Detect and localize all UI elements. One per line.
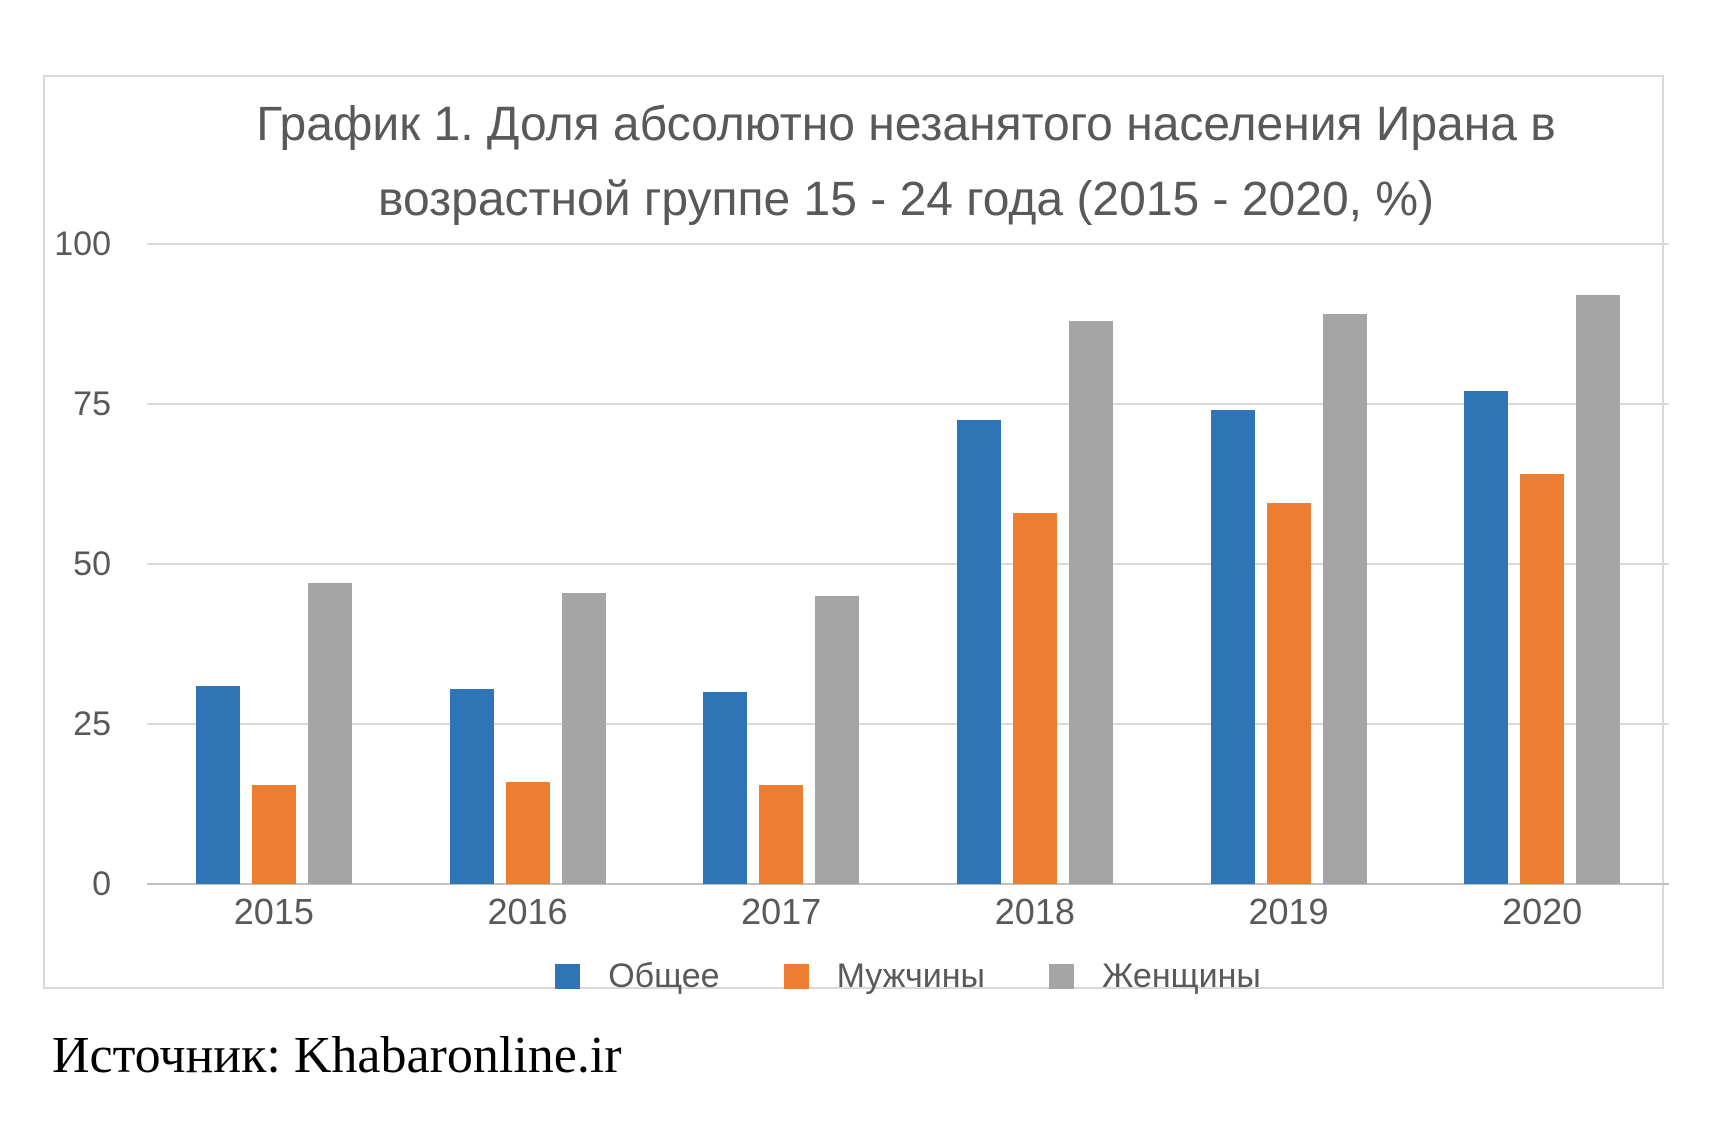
- bar-2018-series-1: [1012, 512, 1057, 884]
- plot-area: 0 25 50 75 100 2015 2016 2017 2018 2019 2020: [45, 77, 1669, 987]
- x-tick-label: 2018: [994, 891, 1075, 932]
- bar-2017-series-1: [759, 784, 804, 884]
- y-tick-label: 75: [73, 385, 111, 423]
- x-tick-label: 2017: [741, 891, 822, 932]
- bar-2018-series-0: [956, 420, 1001, 884]
- bar-2020-series-2: [1576, 295, 1621, 884]
- bar-2020-series-1: [1520, 474, 1565, 884]
- gridline: [147, 403, 1669, 405]
- y-tick-label: 25: [73, 705, 111, 743]
- y-tick-label: 0: [92, 865, 111, 903]
- y-tick-label: 100: [54, 225, 111, 263]
- x-tick-label: 2020: [1502, 891, 1583, 932]
- bar-2019-series-1: [1266, 503, 1311, 884]
- legend-swatch: [1048, 963, 1074, 989]
- legend-swatch: [783, 963, 809, 989]
- gridline: [147, 563, 1669, 565]
- bar-2015-series-1: [251, 784, 296, 884]
- gridline: [147, 243, 1669, 245]
- x-tick-label: 2015: [233, 891, 314, 932]
- bar-2016-series-1: [505, 781, 550, 884]
- bar-2019-series-0: [1210, 410, 1255, 884]
- chart-title: График 1. Доля абсолютно незанятого насе…: [145, 87, 1667, 237]
- legend-item: Женщины: [1048, 957, 1261, 995]
- bar-2016-series-0: [449, 688, 494, 884]
- legend-item: Мужчины: [783, 957, 985, 995]
- gridline: [147, 723, 1669, 725]
- legend-label: Мужчины: [836, 957, 985, 995]
- chart-title-line-2: возрастной группе 15 - 24 года (2015 - 2…: [378, 173, 1434, 226]
- bar-2017-series-0: [703, 692, 748, 884]
- legend-label: Женщины: [1101, 957, 1261, 995]
- source-text: Источник: Khabaronline.ir: [52, 1027, 622, 1084]
- legend-swatch: [555, 963, 581, 989]
- x-tick-label: 2019: [1248, 891, 1329, 932]
- bar-2018-series-2: [1068, 320, 1113, 884]
- legend-label: Общее: [608, 957, 720, 995]
- legend: Общее Мужчины Женщины: [147, 959, 1669, 993]
- bar-2017-series-2: [815, 596, 860, 884]
- bar-2020-series-0: [1464, 391, 1509, 884]
- y-tick-label: 50: [73, 545, 111, 583]
- x-axis-line: [147, 883, 1669, 885]
- bar-2015-series-2: [307, 583, 352, 884]
- bar-2016-series-2: [561, 592, 606, 884]
- chart-container: График 1. Доля абсолютно незанятого насе…: [43, 75, 1669, 993]
- bar-2019-series-2: [1322, 314, 1367, 884]
- bar-2015-series-0: [195, 685, 240, 884]
- chart-title-line-1: График 1. Доля абсолютно незанятого насе…: [256, 98, 1556, 151]
- x-tick-label: 2016: [487, 891, 568, 932]
- legend-item: Общее: [555, 957, 720, 995]
